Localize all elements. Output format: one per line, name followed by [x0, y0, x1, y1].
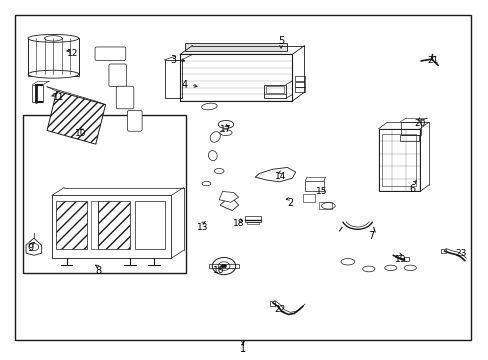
Text: 22: 22 [273, 305, 285, 314]
Text: 13: 13 [197, 223, 208, 232]
Bar [269, 301, 274, 306]
Text: 20: 20 [413, 119, 425, 128]
Ellipse shape [208, 150, 217, 161]
Polygon shape [47, 91, 105, 144]
Text: 12: 12 [67, 49, 79, 58]
Circle shape [218, 262, 229, 270]
Text: 8: 8 [95, 266, 101, 276]
Polygon shape [219, 192, 238, 202]
Ellipse shape [340, 258, 354, 265]
Bar [184, 43, 287, 51]
Ellipse shape [28, 35, 79, 42]
Text: 1: 1 [240, 344, 245, 354]
Bar [91, 201, 98, 249]
Circle shape [212, 257, 235, 275]
Bar [294, 82, 305, 87]
Text: 9: 9 [28, 243, 34, 253]
Ellipse shape [28, 70, 79, 78]
Bar [52, 195, 171, 258]
Text: 10: 10 [75, 129, 87, 138]
Text: 18: 18 [232, 219, 244, 228]
Ellipse shape [404, 265, 415, 271]
Ellipse shape [321, 203, 334, 209]
Bar [28, 39, 79, 76]
Text: 19: 19 [394, 255, 406, 264]
Bar [135, 201, 164, 249]
Bar [180, 54, 292, 101]
Bar [264, 85, 285, 98]
Bar [305, 181, 324, 192]
Text: 23: 23 [455, 249, 466, 258]
Bar [399, 135, 418, 141]
Text: 4: 4 [182, 80, 188, 90]
Bar [294, 76, 305, 81]
Bar [98, 201, 130, 249]
FancyBboxPatch shape [116, 86, 134, 109]
Bar [56, 201, 87, 249]
Ellipse shape [202, 181, 210, 186]
Text: 6: 6 [409, 184, 415, 194]
FancyBboxPatch shape [127, 111, 142, 131]
Ellipse shape [218, 121, 233, 129]
FancyBboxPatch shape [95, 47, 125, 60]
Polygon shape [255, 167, 295, 182]
Text: 11: 11 [52, 93, 64, 102]
Bar [266, 86, 283, 93]
Bar [209, 264, 238, 268]
Bar [378, 129, 419, 192]
Bar [404, 257, 408, 261]
Bar [22, 116, 185, 273]
FancyBboxPatch shape [109, 64, 126, 87]
Text: 17: 17 [220, 125, 231, 134]
Text: 16: 16 [213, 266, 224, 275]
Bar [246, 222, 259, 225]
Ellipse shape [384, 265, 396, 271]
Text: 3: 3 [170, 55, 177, 65]
Text: 7: 7 [367, 231, 374, 240]
Bar [400, 122, 420, 135]
Bar [294, 87, 305, 92]
Circle shape [221, 264, 226, 268]
Bar [382, 134, 415, 186]
Bar [441, 249, 446, 253]
Ellipse shape [362, 266, 374, 272]
Ellipse shape [214, 168, 224, 174]
Ellipse shape [210, 132, 220, 142]
Text: 5: 5 [277, 36, 284, 46]
Text: 15: 15 [315, 187, 326, 196]
Bar [318, 202, 331, 210]
Bar [32, 85, 43, 102]
Polygon shape [26, 238, 41, 255]
Bar [164, 60, 181, 98]
Circle shape [29, 243, 39, 251]
Text: 14: 14 [275, 172, 286, 181]
Bar [303, 194, 315, 202]
Ellipse shape [220, 130, 232, 135]
Polygon shape [220, 200, 238, 211]
Ellipse shape [44, 36, 62, 41]
Text: 2: 2 [286, 198, 293, 208]
Ellipse shape [201, 103, 217, 110]
Text: 21: 21 [426, 57, 438, 66]
Bar [245, 216, 261, 222]
